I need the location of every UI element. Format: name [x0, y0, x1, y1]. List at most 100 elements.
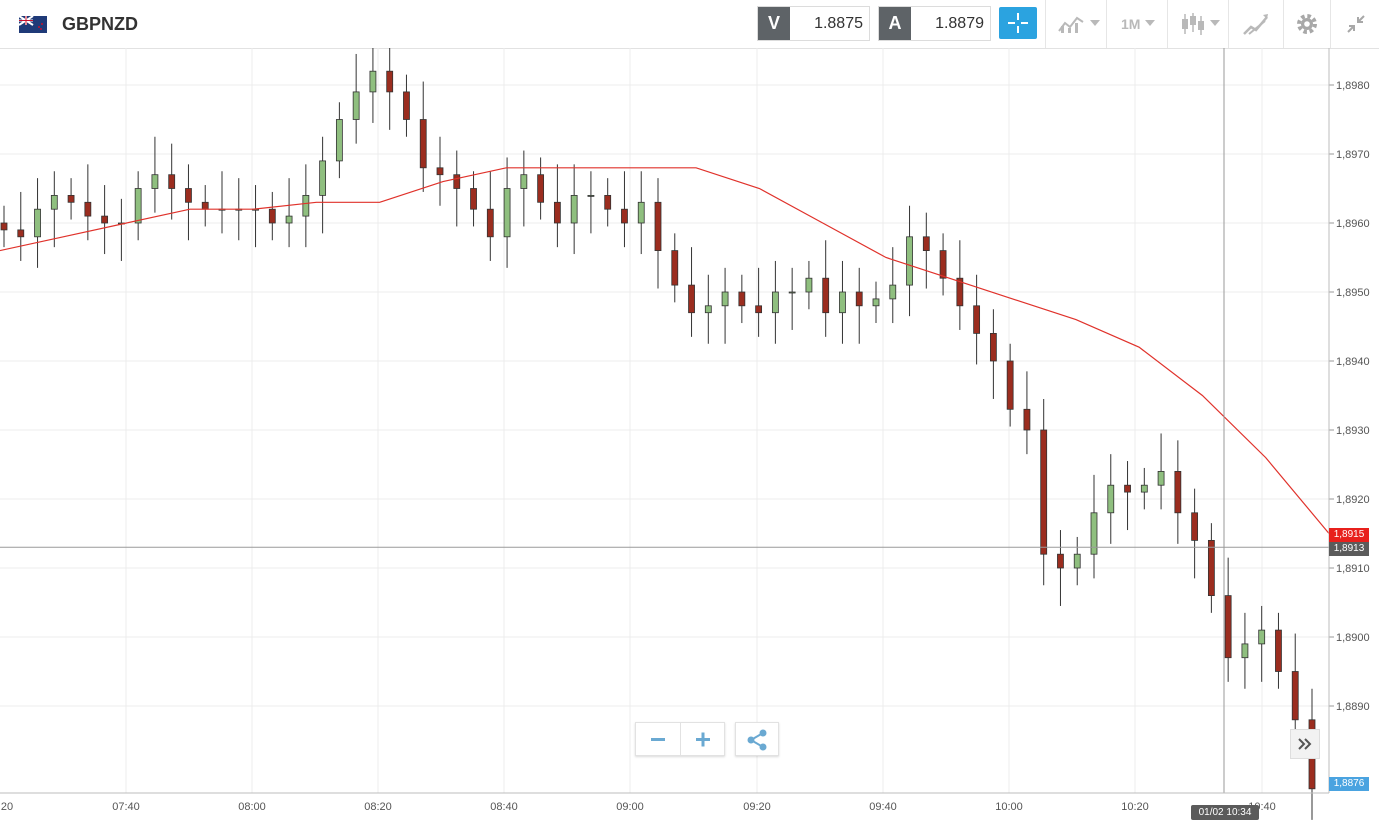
crosshair-time-tag: 01/02 10:34: [1191, 805, 1259, 820]
candle: [704, 274, 712, 344]
scroll-to-latest-button[interactable]: [1290, 729, 1320, 759]
ask-quote-button[interactable]: A 1.8879: [878, 6, 991, 41]
candle: [134, 171, 142, 241]
drawing-tools-icon: [1243, 14, 1268, 35]
candle: [1073, 536, 1081, 586]
drawing-tools-button[interactable]: [1228, 0, 1283, 48]
bid-value: 1.8875: [814, 15, 863, 32]
bear-candle-body: [470, 188, 477, 210]
candle: [252, 185, 259, 248]
x-tick-label: 08:20: [364, 801, 392, 813]
candle: [956, 240, 964, 330]
x-tick-label: 09:40: [869, 801, 897, 813]
bear-candle-body: [688, 284, 695, 314]
candle: [872, 281, 880, 324]
candle: [587, 171, 595, 234]
candle: [1140, 467, 1148, 510]
candle: [1090, 474, 1098, 579]
bear-candle-body: [738, 291, 746, 307]
candle: [1174, 440, 1182, 544]
bear-candle-body: [1207, 539, 1215, 596]
bull-candle-body: [319, 160, 327, 196]
bull-candle-body: [34, 208, 41, 238]
bear-candle-body: [553, 201, 561, 224]
y-tick-label: 1,8890: [1336, 701, 1370, 713]
candle: [537, 157, 545, 220]
candle: [34, 178, 41, 268]
bull-candle-body: [1140, 484, 1148, 493]
crosshair-button[interactable]: [999, 7, 1037, 39]
bear-candle-body: [671, 250, 679, 286]
candle: [805, 260, 813, 310]
bid-quote-button[interactable]: V 1.8875: [757, 6, 870, 41]
candle: [0, 205, 8, 248]
candle: [1275, 612, 1282, 689]
share-icon: [747, 729, 767, 751]
candle: [403, 74, 410, 137]
bear-candle-body: [1040, 429, 1048, 555]
bear-candle-body: [1124, 484, 1131, 493]
bear-candle-body: [419, 119, 427, 169]
x-tick-label: 07:40: [112, 801, 140, 813]
candle: [855, 267, 863, 344]
y-tick-label: 1,8910: [1336, 563, 1370, 575]
candle: [738, 274, 746, 324]
bull-candle-body: [805, 277, 813, 293]
candle: [654, 178, 662, 289]
y-tick-label: 1,8980: [1336, 80, 1370, 92]
zoom-in-button[interactable]: [681, 723, 725, 755]
bear-candle-body: [922, 236, 930, 252]
bear-candle-body: [1191, 512, 1199, 541]
moving-average-line: [0, 167, 1330, 534]
bear-candle-body: [453, 174, 461, 189]
candle-style-button[interactable]: [1167, 0, 1228, 48]
chart-type-icon: [1058, 16, 1084, 33]
gb-nz-flag-icon: [19, 16, 47, 33]
candle: [1191, 488, 1199, 579]
price-chart[interactable]: 1,8980 1,8970 1,8960 1,8950 1,8940 1,8930 1,89…: [0, 40, 1379, 826]
candle: [201, 185, 209, 227]
candle: [721, 267, 729, 344]
timeframe-button[interactable]: 1M: [1106, 0, 1167, 48]
share-button[interactable]: [735, 722, 779, 756]
bear-candle-body: [621, 208, 628, 224]
bear-candle-body: [436, 167, 444, 176]
y-tick-label: 1,8930: [1336, 425, 1370, 437]
crosshair-icon: [1008, 13, 1028, 33]
plus-icon: [696, 732, 710, 747]
bull-candle-body: [570, 194, 578, 224]
candle: [436, 136, 444, 206]
bull-candle-body: [721, 291, 729, 307]
candle: [906, 205, 913, 317]
bid-tag: V: [758, 7, 790, 40]
zoom-out-button[interactable]: [636, 723, 681, 755]
ask-value: 1.8879: [935, 15, 984, 32]
bull-candle-body: [520, 174, 528, 189]
candle: [1023, 371, 1031, 455]
candle: [1241, 612, 1249, 689]
collapse-button[interactable]: [1330, 0, 1379, 48]
candle: [369, 40, 377, 123]
chart-canvas[interactable]: 1,8980 1,8970 1,8960 1,8950 1,8940 1,8930 1,89…: [0, 40, 1379, 826]
candle: [218, 171, 226, 234]
candle: [922, 212, 930, 289]
bear-candle-body: [0, 222, 8, 231]
candle: [637, 171, 645, 255]
candle: [973, 274, 981, 365]
y-tick-label: 1,8970: [1336, 149, 1370, 161]
candle: [1124, 461, 1131, 531]
candle: [688, 247, 695, 337]
candle: [101, 185, 109, 255]
candle: [319, 136, 327, 234]
chart-type-button[interactable]: [1045, 0, 1106, 48]
bull-candle-body: [839, 291, 846, 314]
candle: [1224, 557, 1232, 682]
bull-candle-body: [369, 70, 377, 93]
bear-candle-body: [185, 188, 192, 203]
bull-candle-body: [151, 174, 159, 189]
candle: [771, 260, 779, 344]
settings-button[interactable]: [1283, 0, 1330, 48]
candle: [50, 171, 58, 248]
candle: [386, 47, 394, 130]
candle: [671, 233, 679, 303]
